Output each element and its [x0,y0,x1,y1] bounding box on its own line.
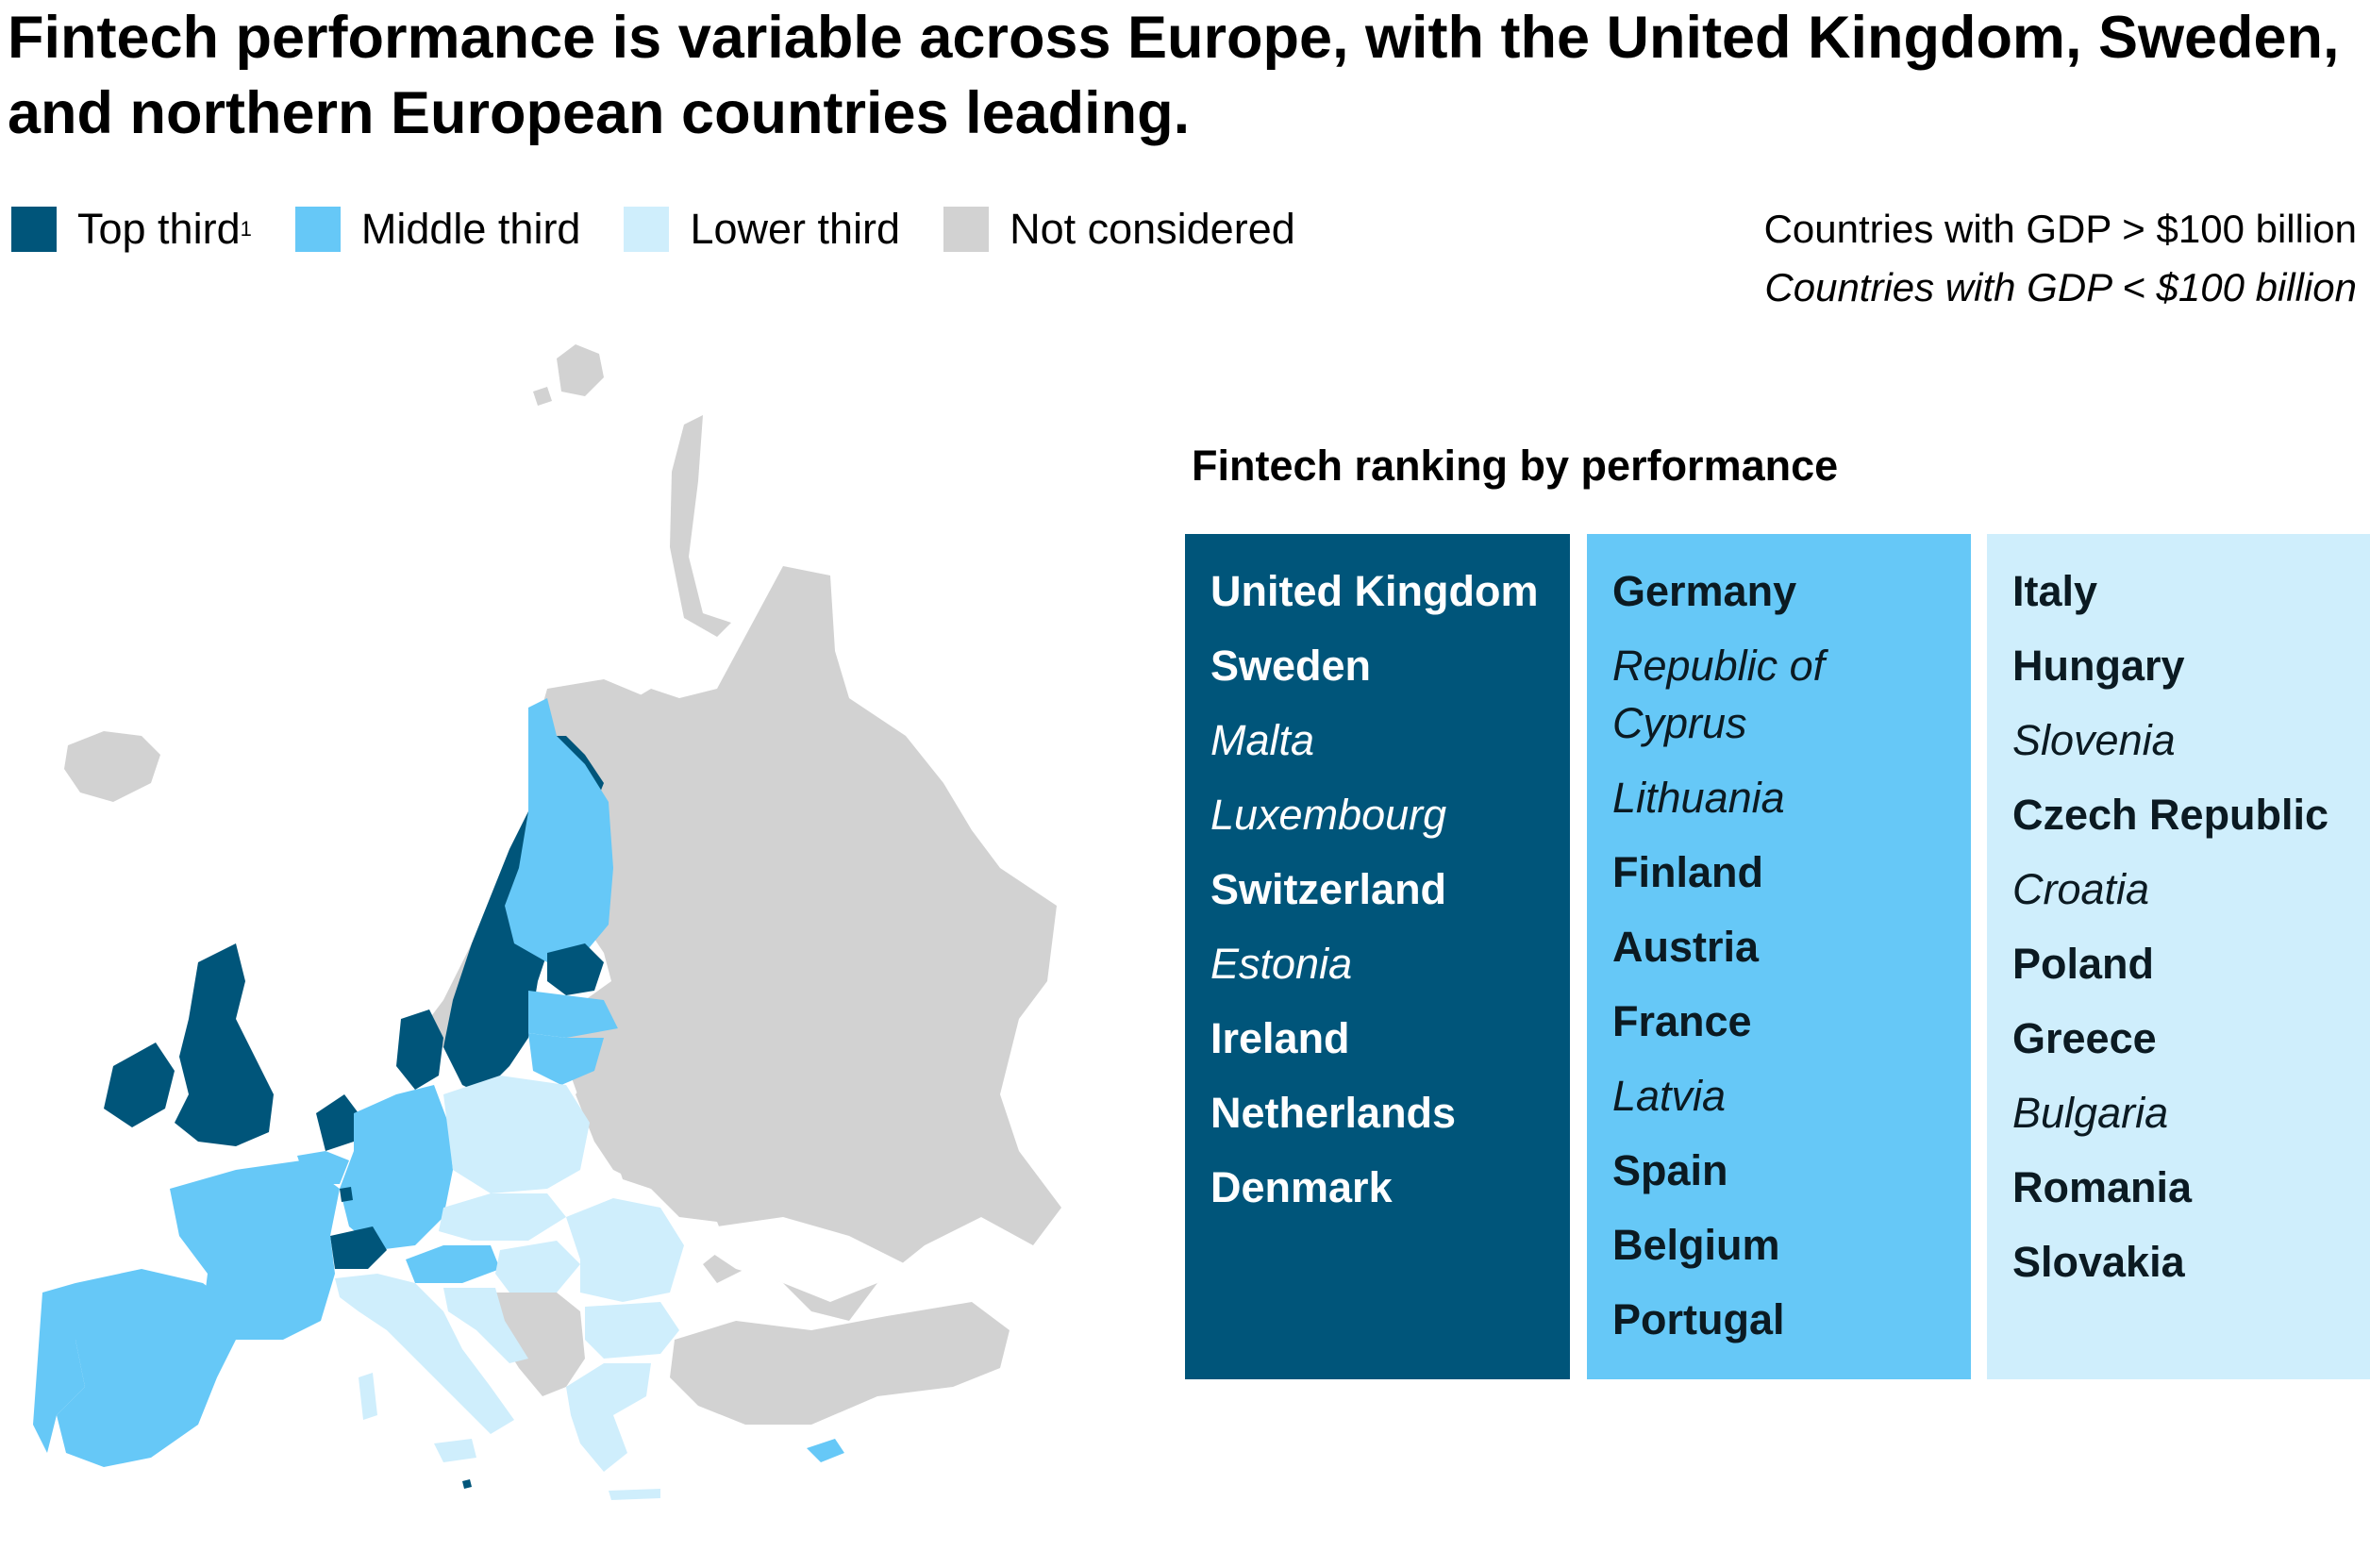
ranking-item: Portugal [1612,1295,1785,1343]
chart-title: Fintech performance is variable across E… [8,5,2340,146]
ranking-item: Austria [1612,923,1760,971]
legend-item-middle: Middle third [294,205,581,254]
ranking-item: Denmark [1210,1163,1393,1211]
ranking-item: Greece [2012,1014,2157,1062]
map-iceland [64,731,160,802]
map-malta [462,1479,472,1489]
legend-swatch-lower [624,207,670,252]
ranking-item: Luxembourg [1210,791,1447,839]
map-hungary [495,1241,580,1293]
map-finland [505,698,613,962]
ranking-item: France [1612,997,1752,1045]
map-portugal [33,1283,85,1453]
map-uk [175,943,274,1146]
legend-label-lower: Lower third [690,205,901,253]
ranking-item: Poland [2012,940,2155,988]
ranking-column-middle: Germany Republic of Cyprus Lithuania Finlan… [1587,534,1971,1379]
europe-map [33,344,1061,1500]
map-switzerland [330,1226,387,1269]
legend-label-middle: Middle third [360,205,581,253]
legend-swatch-top [11,207,57,252]
ranking-item: Germany [1612,567,1797,615]
ranking-item: Lithuania [1612,774,1785,822]
ranking-item: Latvia [1612,1072,1727,1120]
legend-footnote-marker: 1 [240,217,252,241]
map-svalbard-2 [533,387,552,406]
map-balkans [491,1293,585,1396]
map-luxembourg [340,1187,353,1202]
gdp-key: Countries with GDP > $100 billion Countr… [1764,200,2357,317]
map-croatia-slovenia [443,1288,528,1363]
ranking-column-top: United Kingdom Sweden Malta Luxembourg Switz… [1185,534,1570,1379]
legend-item-not-considered: Not considered [943,205,1295,254]
ranking-item: Bulgaria [2012,1089,2169,1137]
ranking-item: Switzerland [1210,865,1447,913]
map-novaya-zemlya [670,415,731,637]
ranking-item: Netherlands [1210,1089,1457,1137]
map-cyprus [807,1439,844,1462]
map-spain [57,1269,241,1467]
map-lithuania [528,1033,604,1085]
ranking-item: Hungary [2012,642,2185,690]
ranking-list-top: United Kingdom Sweden Malta Luxembourg Switz… [1210,562,1557,1216]
ranking-item: Malta [1210,716,1315,764]
ranking-item: Slovenia [2012,716,2176,764]
ranking-column-lower: Italy Hungary Slovenia Czech Republic Croati… [1987,534,2370,1379]
legend: Top third 1 Middle third Lower third Not … [11,204,1339,255]
map-sicily [434,1439,476,1462]
map-czech-slovakia [439,1193,566,1241]
ranking-item: Croatia [2012,865,2150,913]
ranking-item: Romania [2012,1163,2193,1211]
legend-label-top: Top third [77,205,241,253]
map-romania [566,1198,684,1302]
ranking-item: Estonia [1210,940,1353,988]
ranking-item: Finland [1612,848,1763,896]
map-sardinia [359,1373,377,1420]
ranking-item: United Kingdom [1210,567,1539,615]
map-bulgaria [585,1302,679,1359]
map-germany [340,1085,453,1250]
map-latvia [528,991,618,1038]
ranking-item: Italy [2012,567,2098,615]
legend-item-lower: Lower third [624,205,900,254]
map-denmark [396,1009,443,1090]
ranking-item: Slovakia [2012,1238,2185,1286]
map-italy [335,1274,514,1434]
map-netherlands [316,1094,359,1151]
map-belarus-ukraine [576,1000,717,1189]
ranking-item: Sweden [1210,642,1372,690]
ranking-item: Republic of Cyprus [1612,642,1826,747]
ranking-item: Belgium [1612,1221,1780,1269]
map-black-sea [708,1217,906,1302]
map-norway [415,689,679,1057]
legend-swatch-middle [294,207,341,252]
ranking-list-middle: Germany Republic of Cyprus Lithuania Finlan… [1612,562,1958,1348]
legend-item-top: Top third 1 [11,205,252,254]
map-ireland [104,1043,175,1127]
map-austria [406,1245,500,1283]
legend-swatch-not-considered [943,207,990,252]
ranking-item: Spain [1612,1146,1728,1194]
map-svalbard [557,344,604,396]
ranking-item: Ireland [1210,1014,1350,1062]
map-crete [609,1489,660,1500]
map-poland [443,1076,590,1193]
ranking-title: Fintech ranking by performance [1192,442,1839,490]
ranking-item: Czech Republic [2012,791,2329,839]
map-greece [566,1363,651,1472]
ranking-list-lower: Italy Hungary Slovenia Czech Republic Croati… [2012,562,2357,1291]
map-turkey [670,1302,1010,1425]
gdp-key-below: Countries with GDP < $100 billion [1764,265,2357,309]
legend-label-not-considered: Not considered [1010,205,1295,253]
map-estonia [547,943,604,995]
gdp-key-above: Countries with GDP > $100 billion [1763,207,2357,251]
